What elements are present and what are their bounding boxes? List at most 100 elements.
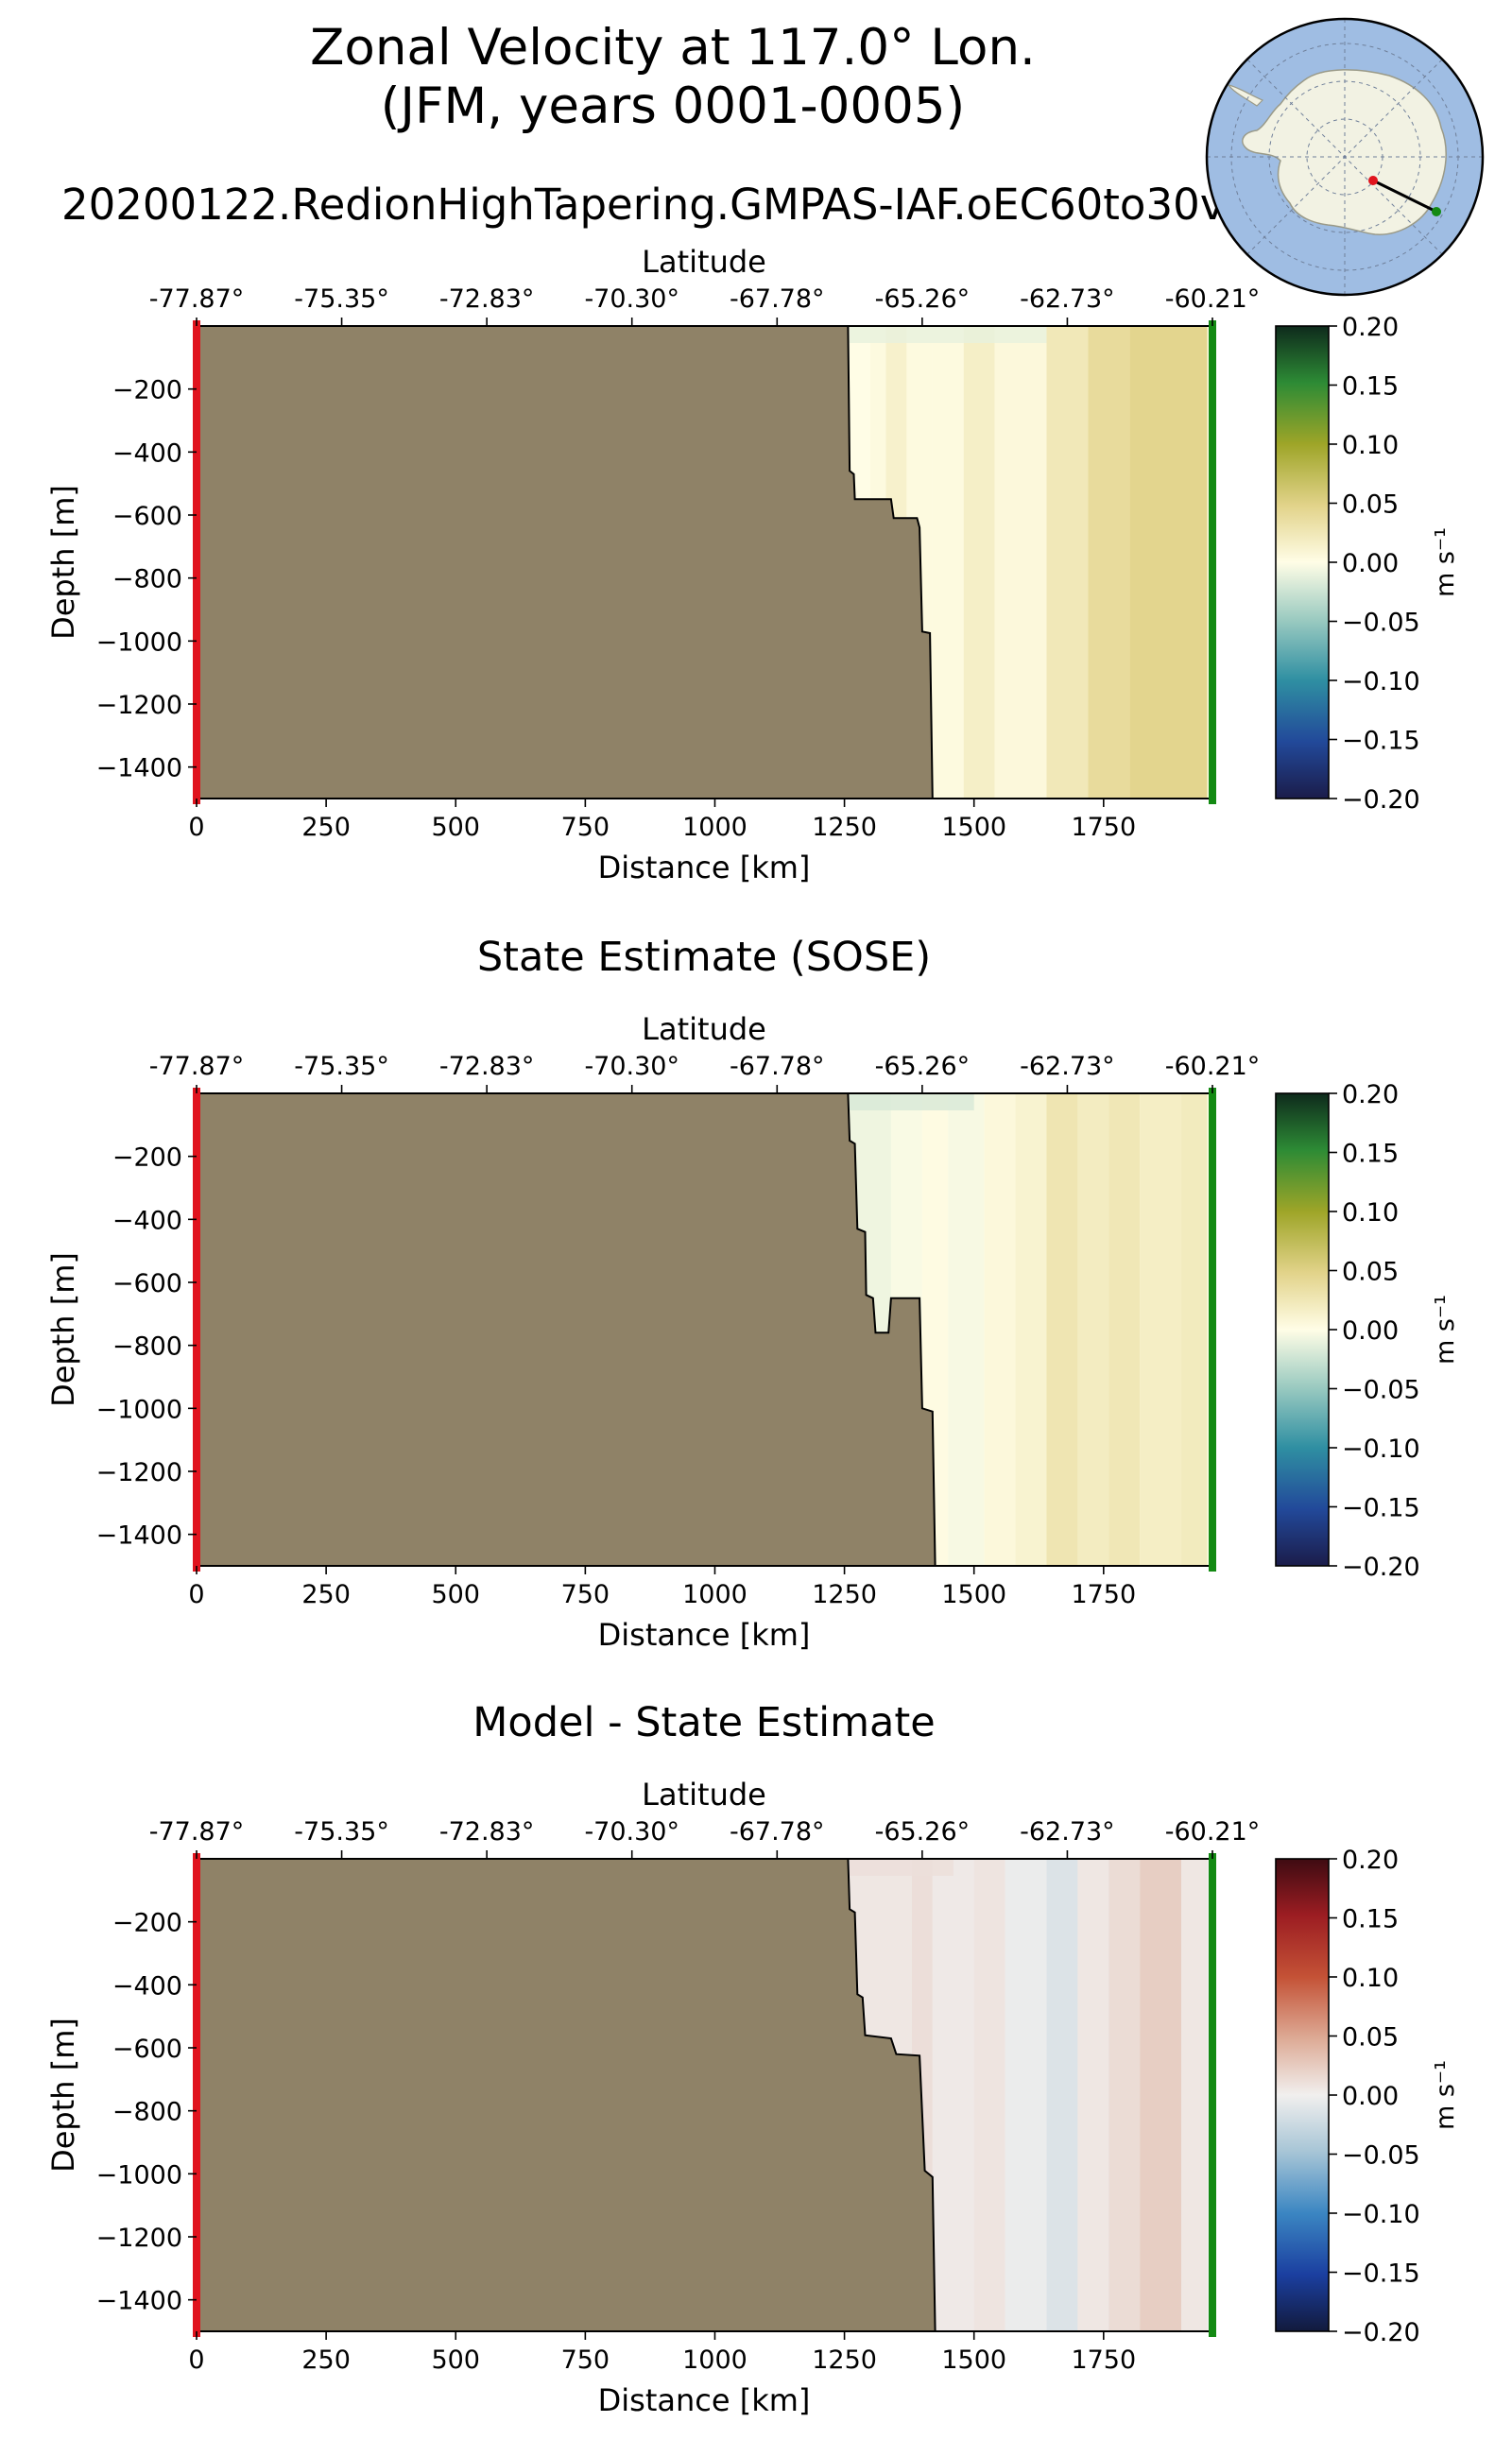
chart-panel-3: Model - State Estimate 0 250 500 750 1000 1250…: [45, 1699, 1460, 2418]
field-column: [963, 326, 995, 799]
field-column: [973, 1859, 1005, 2331]
x-tick-label: 1250: [812, 813, 877, 842]
latitude-tick-label: -65.26°: [875, 1052, 971, 1081]
y-tick-label: −1200: [96, 1458, 182, 1487]
latitude-tick-label: -72.83°: [439, 1052, 535, 1081]
latitude-tick-label: -77.87°: [149, 284, 245, 314]
x-tick-label: 750: [561, 2345, 610, 2375]
y-tick-label: −200: [112, 1143, 182, 1173]
field-column: [1046, 1859, 1078, 2331]
colorbar-label: m s⁻¹: [1431, 1295, 1460, 1365]
colorbar-tick-label: 0.10: [1342, 431, 1399, 460]
x-tick-label: 250: [301, 1580, 351, 1609]
run-name: 20200122.RedionHighTapering.GMPAS-IAF.oE…: [61, 180, 1323, 230]
field-column: [1077, 1859, 1109, 2331]
field-column: [1140, 1093, 1182, 1566]
y-tick-label: −1200: [96, 2224, 182, 2253]
colorbar-tick-label: −0.05: [1342, 1376, 1420, 1405]
colorbar-tick-label: 0.20: [1342, 313, 1399, 342]
latitude-tick-label: -67.78°: [730, 284, 825, 314]
y-tick-label: −1400: [96, 2287, 182, 2316]
colorbar-tick-label: 0.05: [1342, 2023, 1399, 2053]
colorbar-tick-label: 0.20: [1342, 1846, 1399, 1875]
colorbar-tick-label: 0.15: [1342, 372, 1399, 402]
antarctica-landmass: [1242, 69, 1447, 235]
latitude-tick-label: -75.35°: [294, 1817, 389, 1847]
field-column: [1108, 1093, 1141, 1566]
field-column: [1077, 1093, 1109, 1566]
colorbar-tick-label: 0.05: [1342, 1258, 1399, 1287]
latitude-tick-label: -72.83°: [439, 1817, 535, 1847]
panel-title: State Estimate (SOSE): [477, 934, 931, 981]
colorbar-tick-label: −0.15: [1342, 1494, 1420, 1523]
x-tick-label: 0: [188, 2345, 204, 2375]
figure-title-line2: (JFM, years 0001-0005): [381, 77, 965, 135]
x-tick-label: 750: [561, 813, 610, 842]
y-tick-label: −800: [112, 565, 182, 594]
x-tick-label: 500: [431, 2345, 480, 2375]
x-axis-label: Distance [km]: [598, 1617, 811, 1653]
y-tick-label: −1000: [96, 1395, 182, 1424]
colorbar: [1275, 325, 1330, 799]
top-axis-label: Latitude: [642, 1011, 766, 1047]
bathymetry-line: [847, 1858, 936, 2332]
field-column: [948, 1093, 985, 1566]
colorbar-tick-label: −0.20: [1342, 2318, 1420, 2347]
colorbar-tick-label: −0.10: [1342, 1435, 1420, 1464]
land-mask: [197, 1859, 936, 2331]
chart-panel-2: State Estimate (SOSE) 0 250 500 750 1000 1250 1…: [45, 934, 1460, 1653]
colorbar-tick-label: 0.00: [1342, 549, 1399, 578]
colorbar-tick-label: −0.10: [1342, 2200, 1420, 2229]
bathymetry-line: [847, 1092, 936, 1567]
transect-line: [1372, 179, 1437, 214]
field-column: [932, 1859, 974, 2331]
x-tick-label: 1000: [682, 813, 747, 842]
latitude-tick-label: -70.30°: [584, 1052, 679, 1081]
x-tick-label: 1500: [941, 2345, 1006, 2375]
colorbar-label: m s⁻¹: [1431, 2060, 1460, 2130]
transect-end-marker: [1432, 207, 1441, 216]
colorbar-tick-label: 0.15: [1342, 1905, 1399, 1934]
antarctica-inset-map: [1205, 17, 1485, 297]
colorbar-tick-label: −0.10: [1342, 667, 1420, 696]
colorbar-tick-label: 0.15: [1342, 1140, 1399, 1169]
latitude-tick-label: -67.78°: [730, 1052, 825, 1081]
y-tick-label: −200: [112, 376, 182, 405]
panel-title: Model - State Estimate: [472, 1699, 935, 1746]
field-column: [1181, 1093, 1208, 1566]
field-column: [1088, 326, 1130, 799]
surface-band: [850, 326, 1047, 343]
latitude-tick-label: -62.73°: [1020, 1817, 1115, 1847]
chart-panel-1: 0 250 500 750 1000 1250 1500 1750 Distance [km] -…: [45, 244, 1460, 885]
latitude-tick-label: -77.87°: [149, 1817, 245, 1847]
colorbar-tick-label: 0.10: [1342, 1198, 1399, 1228]
colorbar-tick-label: −0.20: [1342, 1553, 1420, 1582]
x-tick-label: 250: [301, 813, 351, 842]
y-tick-label: −400: [112, 438, 182, 468]
latitude-tick-label: -60.21°: [1165, 1817, 1261, 1847]
x-tick-label: 500: [431, 813, 480, 842]
y-axis-label: Depth [m]: [45, 485, 81, 640]
y-tick-label: −1400: [96, 754, 182, 783]
land-mask: [197, 1093, 936, 1566]
antarctic-peninsula: [1227, 84, 1264, 107]
field-column: [1140, 1859, 1182, 2331]
x-tick-label: 1250: [812, 2345, 877, 2375]
y-tick-label: −1400: [96, 1521, 182, 1551]
latitude-tick-label: -62.73°: [1020, 1052, 1115, 1081]
x-tick-label: 0: [188, 1580, 204, 1609]
land-mask: [197, 326, 933, 799]
latitude-tick-label: -65.26°: [875, 284, 971, 314]
x-tick-label: 1000: [682, 2345, 747, 2375]
colorbar: [1275, 1092, 1330, 1567]
latitude-tick-label: -65.26°: [875, 1817, 971, 1847]
field-column: [984, 1093, 1016, 1566]
x-tick-label: 1000: [682, 1580, 747, 1609]
y-tick-label: −1200: [96, 691, 182, 720]
y-tick-label: −800: [112, 1332, 182, 1362]
latitude-tick-label: -75.35°: [294, 1052, 389, 1081]
bathymetry-line: [847, 325, 934, 799]
x-tick-label: 1750: [1071, 2345, 1136, 2375]
field-column: [994, 326, 1047, 799]
